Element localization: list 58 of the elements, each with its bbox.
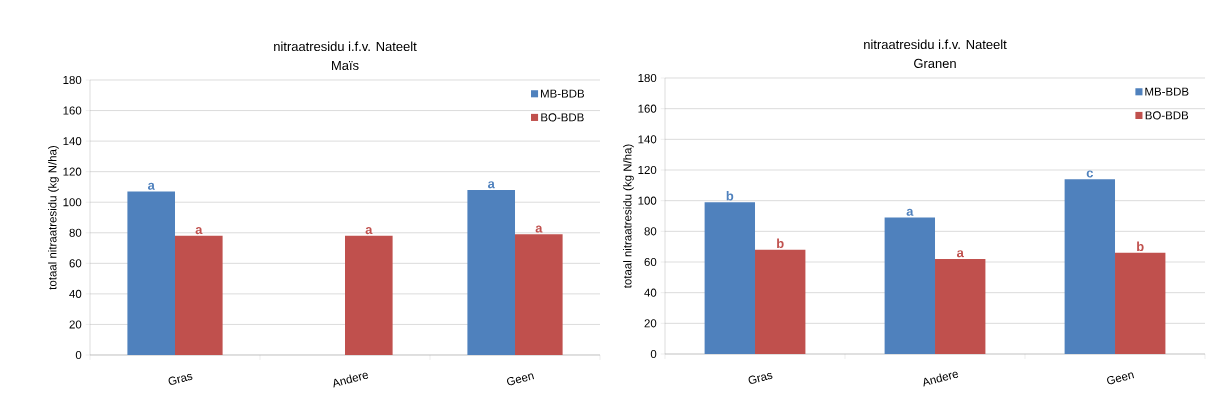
x-tick-label: Geen bbox=[1107, 372, 1135, 385]
data-label: c bbox=[1086, 170, 1094, 178]
legend-label: MB-BDB bbox=[1145, 87, 1189, 96]
legend-label: BO-BDB bbox=[1145, 111, 1189, 120]
bar bbox=[127, 191, 175, 355]
y-tick-label: 20 bbox=[69, 320, 82, 329]
bar bbox=[515, 234, 563, 355]
y-tick-label: 120 bbox=[63, 167, 82, 176]
legend-label: BO-BDB bbox=[541, 113, 584, 122]
bar bbox=[884, 217, 936, 354]
data-label: b bbox=[777, 238, 784, 249]
chart-title: nitraatresidu i.f.v. Nateelt bbox=[274, 41, 417, 52]
chart-subtitle: Granen bbox=[914, 58, 956, 68]
bar bbox=[467, 190, 516, 355]
y-tick-label: 0 bbox=[75, 350, 82, 360]
data-label: b bbox=[726, 190, 734, 201]
y-tick-label: 180 bbox=[638, 73, 657, 83]
y-tick-label: 160 bbox=[63, 106, 82, 115]
bar bbox=[755, 249, 806, 354]
x-tick-label: Gras bbox=[168, 373, 193, 385]
data-label: a bbox=[956, 250, 964, 258]
y-tick-label: 80 bbox=[644, 227, 657, 236]
y-axis-title: totaal nitraatresidu (kg N/ha) bbox=[48, 145, 59, 290]
data-label: a bbox=[365, 227, 373, 235]
data-label: b bbox=[1137, 241, 1144, 252]
y-tick-label: 100 bbox=[638, 196, 657, 205]
bar bbox=[935, 258, 986, 354]
y-axis-title: totaal nitraatresidu (kg N/ha) bbox=[623, 144, 634, 289]
y-tick-label: 160 bbox=[638, 104, 657, 113]
data-label: a bbox=[535, 225, 543, 233]
data-label: a bbox=[195, 227, 203, 235]
chart-subtitle: Maïs bbox=[332, 60, 359, 70]
y-tick-label: 40 bbox=[644, 288, 657, 297]
bar bbox=[1115, 252, 1166, 354]
bar bbox=[704, 202, 756, 354]
data-label: a bbox=[906, 208, 914, 216]
y-tick-label: 40 bbox=[69, 289, 82, 298]
y-tick-label: 60 bbox=[644, 257, 657, 267]
y-tick-label: 140 bbox=[638, 135, 657, 144]
y-tick-label: 180 bbox=[63, 75, 82, 85]
y-tick-label: 100 bbox=[63, 198, 82, 207]
bar bbox=[1064, 179, 1116, 354]
x-tick-label: Gras bbox=[748, 372, 773, 384]
y-tick-label: 80 bbox=[69, 228, 82, 237]
legend-label: MB-BDB bbox=[541, 89, 585, 98]
chart-title: nitraatresidu i.f.v. Nateelt bbox=[864, 39, 1007, 50]
y-tick-label: 60 bbox=[69, 259, 82, 268]
bar bbox=[345, 235, 393, 355]
x-tick-label: Geen bbox=[507, 373, 535, 386]
x-tick-label: Andere bbox=[333, 372, 369, 388]
y-tick-label: 140 bbox=[63, 137, 82, 146]
bar bbox=[175, 235, 223, 355]
x-tick-label: Andere bbox=[923, 371, 959, 387]
data-label: a bbox=[487, 181, 495, 189]
y-tick-label: 20 bbox=[644, 319, 657, 328]
data-label: a bbox=[147, 182, 155, 190]
y-tick-label: 120 bbox=[638, 165, 657, 175]
y-tick-label: 0 bbox=[650, 349, 657, 359]
